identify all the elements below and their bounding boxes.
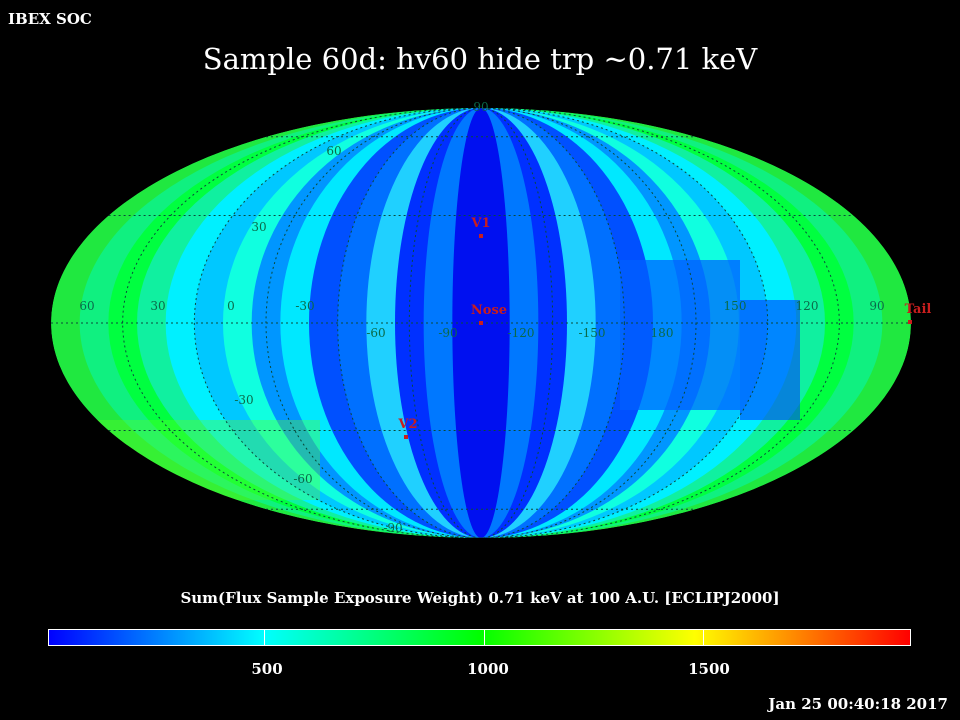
longitude-label: 0 bbox=[227, 299, 235, 313]
meridian-line bbox=[337, 108, 625, 538]
longitude-label: -150 bbox=[579, 326, 606, 340]
colorbar-tick-500: 500 bbox=[251, 660, 283, 678]
marker-dot bbox=[479, 321, 483, 325]
map-markers: V1 Nose V2 Tail bbox=[397, 216, 931, 439]
timestamp: Jan 25 00:40:18 2017 bbox=[768, 695, 948, 713]
longitude-label: 60 bbox=[79, 299, 94, 313]
marker-label: Nose bbox=[471, 303, 507, 318]
marker-label: Tail bbox=[905, 302, 932, 317]
longitude-label: 90 bbox=[869, 299, 884, 313]
flux-patch bbox=[620, 260, 740, 410]
longitude-label: 150 bbox=[724, 299, 747, 313]
longitude-label: -60 bbox=[366, 326, 385, 340]
longitude-label: -90 bbox=[438, 326, 457, 340]
longitude-label: 120 bbox=[796, 299, 819, 313]
colorbar bbox=[48, 629, 911, 646]
flux-patch bbox=[80, 420, 320, 500]
marker-dot bbox=[479, 234, 483, 238]
colorbar-tick-1000: 1000 bbox=[467, 660, 509, 678]
org-label: IBEX SOC bbox=[8, 10, 92, 28]
map-grid bbox=[51, 108, 911, 538]
longitude-label: -120 bbox=[508, 326, 535, 340]
latitude-label: -30 bbox=[234, 393, 253, 407]
map-title: Sample 60d: hv60 hide trp ~0.71 keV bbox=[202, 42, 758, 76]
longitude-label: 180 bbox=[651, 326, 674, 340]
latitude-label: -60 bbox=[293, 472, 312, 486]
colorbar-tick-1500: 1500 bbox=[688, 660, 730, 678]
colorbar-label: Sum(Flux Sample Exposure Weight) 0.71 ke… bbox=[180, 589, 780, 607]
meridian-line bbox=[122, 108, 840, 538]
marker-dot bbox=[404, 435, 408, 439]
meridian-line bbox=[193, 108, 769, 538]
flux-patch bbox=[740, 300, 800, 420]
marker-dot bbox=[908, 320, 912, 324]
latitude-label: 30 bbox=[251, 220, 266, 234]
latitude-label: 60 bbox=[326, 144, 341, 158]
marker-label: V1 bbox=[470, 216, 490, 231]
latitude-label: 90 bbox=[473, 100, 488, 114]
latitude-label: -90 bbox=[383, 521, 402, 535]
longitude-label: 30 bbox=[150, 299, 165, 313]
meridian-line bbox=[265, 108, 697, 538]
longitude-label: -30 bbox=[295, 299, 314, 313]
marker-label: V2 bbox=[397, 417, 417, 432]
meridian-line bbox=[408, 108, 554, 538]
map-labels: 90 60 30 -30 -60 -90 60 30 0 -30 -60 -90 -120 -150 180… bbox=[79, 100, 884, 535]
